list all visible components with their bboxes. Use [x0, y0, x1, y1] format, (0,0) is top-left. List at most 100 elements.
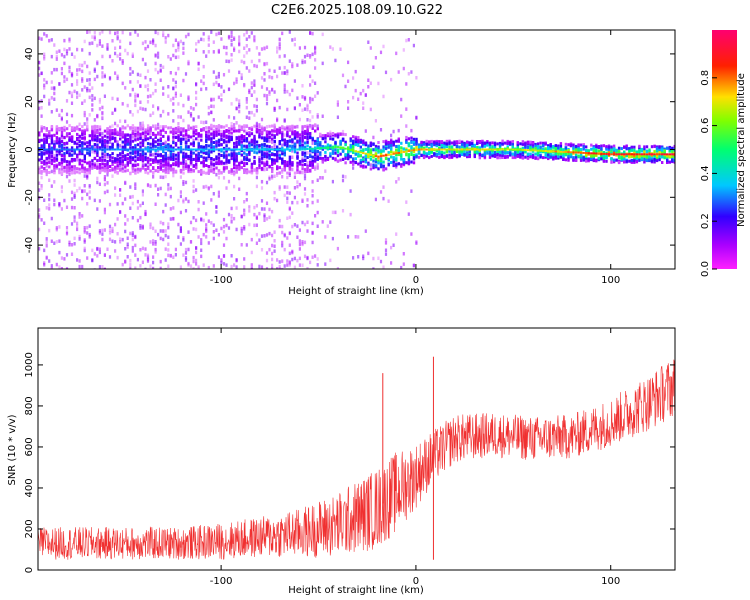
spectrogram-cell [273, 153, 276, 157]
spectrogram-cell [255, 223, 258, 227]
spectrogram-cell [119, 137, 122, 141]
spectrogram-cell [217, 152, 221, 156]
spectrogram-cell [43, 169, 46, 173]
spectrogram-cell [134, 235, 137, 240]
spectrogram-ridge-cell [314, 147, 317, 150]
spectrogram-cell [463, 152, 466, 156]
spectrogram-cell [248, 151, 251, 154]
spectrogram-cell [50, 134, 54, 138]
spectrogram-cell [179, 128, 183, 132]
spectrogram-cell [146, 257, 150, 262]
spectrogram-cell [440, 144, 444, 147]
spectrogram-cell [486, 141, 489, 145]
spectrogram-cell [250, 267, 253, 269]
spectrogram-cell [450, 155, 454, 159]
spectrogram-cell [283, 65, 286, 70]
spectrogram-cell [435, 149, 438, 153]
spectrogram-cell [136, 109, 139, 114]
spectrogram-cell [526, 152, 530, 156]
spectrogram-cell [364, 155, 368, 159]
spectrogram-cell [286, 142, 289, 145]
spectrogram-cell [101, 158, 104, 162]
spectrogram-cell [70, 159, 74, 163]
spectrogram-cell [595, 147, 598, 151]
spectrogram-cell [70, 153, 74, 157]
spectrogram-cell [96, 149, 99, 153]
spectrogram-cell [169, 153, 173, 157]
spectrogram-cell [610, 149, 613, 153]
spectrogram-cell [278, 129, 281, 132]
spectrogram-ridge-cell [607, 153, 611, 156]
spectrogram-ridge-cell [291, 148, 294, 151]
spectrogram-cell [53, 154, 56, 158]
spectrogram-cell [195, 156, 198, 160]
spectrogram-cell [291, 62, 294, 66]
spectrogram-cell [179, 130, 183, 134]
spectrogram-cell [435, 142, 438, 146]
spectrogram-cell [504, 141, 507, 145]
spectrogram-cell [387, 151, 390, 155]
spectrogram-cell [296, 63, 299, 67]
spectrogram-cell [50, 38, 53, 42]
spectrogram-cell [124, 180, 127, 185]
spectrogram-cell [336, 132, 340, 136]
spectrogram-cell [268, 155, 271, 159]
spectrogram-cell [63, 169, 66, 173]
spectrogram-cell [200, 161, 203, 165]
spectrogram-cell [334, 58, 337, 63]
spectrogram-cell [265, 125, 269, 129]
spectrogram-cell [215, 166, 218, 170]
spectrogram-cell [303, 131, 307, 135]
spectrogram-cell [174, 163, 178, 167]
spectrogram-cell [162, 134, 165, 138]
spectrogram-cell [493, 143, 497, 147]
spectrogram-cell [293, 42, 296, 47]
spectrogram-cell [126, 138, 129, 142]
spectrogram-cell [197, 159, 200, 162]
spectrogram-cell [612, 147, 616, 151]
spectrogram-ridge-cell [169, 148, 173, 151]
spectrogram-cell [172, 128, 175, 131]
spectrogram-cell [303, 168, 307, 172]
spectrogram-cell [329, 258, 332, 263]
spectrogram-cell [296, 140, 299, 144]
spectrogram-cell [605, 155, 608, 159]
spectrogram-cell [172, 43, 175, 48]
spectrogram-cell [111, 226, 114, 231]
spectrogram-cell [309, 149, 312, 153]
spectrogram-cell [172, 167, 175, 171]
spectrogram-cell [174, 253, 177, 257]
spectrogram-cell [263, 152, 266, 156]
spectrogram-cell [50, 138, 54, 142]
spectrogram-cell [200, 217, 203, 221]
spectrogram-cell [455, 150, 459, 153]
spectrogram-cell [463, 150, 466, 154]
spectrogram-cell [65, 166, 69, 169]
spectrogram-cell [195, 246, 198, 250]
spectrogram-cell [207, 37, 210, 42]
spectrogram-cell [53, 241, 56, 245]
spectrogram-cell [255, 145, 259, 149]
spectrogram-cell [420, 142, 423, 146]
spectrogram-cell [114, 139, 117, 143]
spectrogram-cell [88, 190, 91, 194]
spectrogram-cell [174, 247, 177, 252]
spectrogram-ridge-cell [73, 148, 76, 151]
spectrogram-cell [547, 146, 550, 150]
spectrogram-cell [164, 174, 167, 179]
spectrogram-cell [131, 124, 135, 128]
spectrogram-cell [227, 226, 231, 230]
spectrogram-cell [483, 144, 487, 148]
spectrogram-cell [195, 188, 198, 192]
spectrogram-cell [192, 117, 195, 121]
spectrogram-cell [440, 152, 444, 156]
spectrogram-cell [182, 160, 185, 164]
spectrogram-ridge-cell [50, 148, 54, 151]
spectrogram-cell [235, 206, 238, 210]
spectrogram-cell [98, 199, 101, 203]
spectrogram-cell [210, 137, 213, 141]
spectrogram-cell [248, 110, 251, 115]
spectrogram-cell [288, 215, 291, 220]
spectrogram-cell [146, 83, 150, 88]
